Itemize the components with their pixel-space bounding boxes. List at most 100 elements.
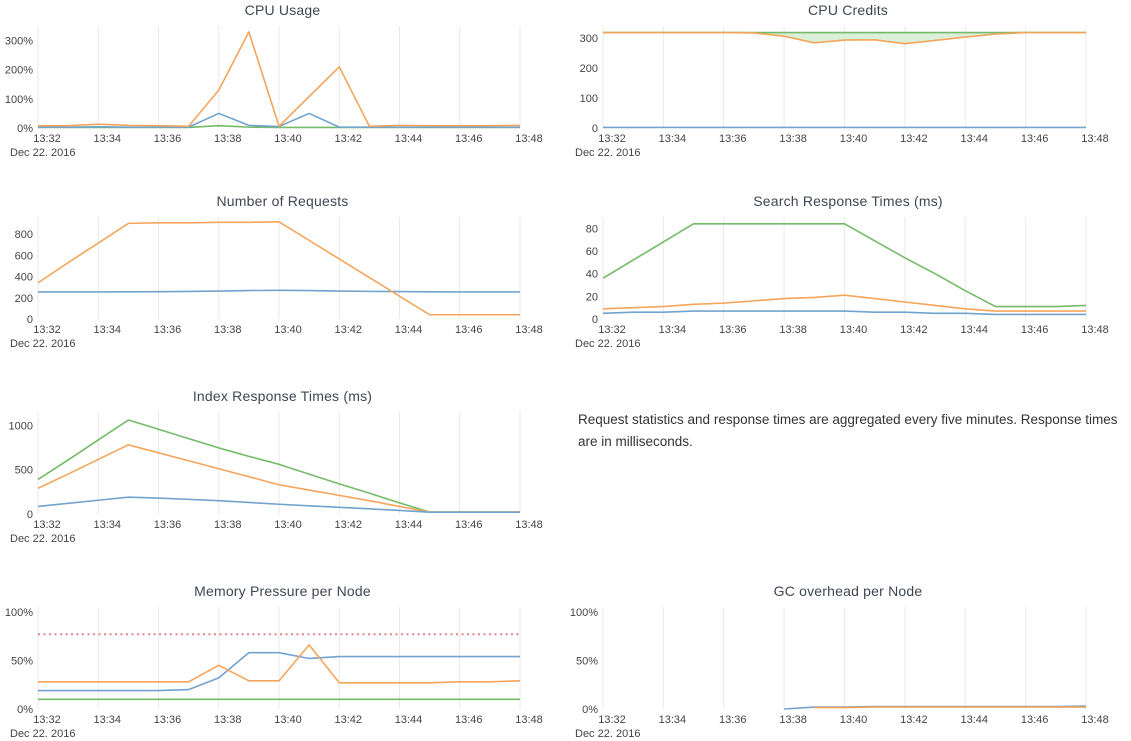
svg-text:13:34: 13:34 <box>659 133 687 145</box>
svg-text:Dec 22. 2016: Dec 22. 2016 <box>10 147 75 159</box>
chart-title: Number of Requests <box>216 193 349 209</box>
svg-text:13:46: 13:46 <box>1021 324 1049 336</box>
svg-text:13:38: 13:38 <box>214 519 242 531</box>
svg-text:400: 400 <box>15 272 33 284</box>
cpu-credits-plot: 0 100 200 300 13:32 13:34 13:36 13:38 13:40 13:42… <box>575 26 1109 159</box>
svg-text:13:38: 13:38 <box>779 133 807 145</box>
chart-memory-pressure-per-node: Memory Pressure per Node 0% 50% 100% 13:32 1… <box>0 581 565 741</box>
svg-text:13:34: 13:34 <box>659 714 687 726</box>
svg-text:13:48: 13:48 <box>515 324 543 336</box>
chart-cpu-credits: CPU Credits 0 100 200 300 13:32 13:34 13:36 13:… <box>565 0 1131 160</box>
svg-text:100%: 100% <box>5 607 33 619</box>
svg-text:13:40: 13:40 <box>274 519 302 531</box>
svg-text:300%: 300% <box>5 36 33 48</box>
svg-text:13:36: 13:36 <box>719 324 747 336</box>
svg-text:13:48: 13:48 <box>515 133 543 145</box>
svg-text:13:34: 13:34 <box>93 714 121 726</box>
svg-text:60: 60 <box>586 246 598 258</box>
aggregation-note: Request statistics and response times ar… <box>578 412 1118 450</box>
svg-text:Dec 22. 2016: Dec 22. 2016 <box>10 728 75 740</box>
gc-overhead-plot: 0% 50% 100% 13:32 13:34 13:36 13:38 13:40 13:42 1… <box>570 607 1109 740</box>
svg-text:13:44: 13:44 <box>395 324 423 336</box>
svg-text:100%: 100% <box>5 94 33 106</box>
svg-text:13:32: 13:32 <box>33 324 61 336</box>
svg-text:13:36: 13:36 <box>154 133 182 145</box>
svg-text:0: 0 <box>27 314 33 326</box>
svg-text:Dec 22. 2016: Dec 22. 2016 <box>575 147 640 159</box>
svg-text:13:46: 13:46 <box>1021 714 1049 726</box>
svg-text:13:32: 13:32 <box>598 133 626 145</box>
svg-text:13:38: 13:38 <box>214 714 242 726</box>
chart-number-of-requests: Number of Requests 0 200 400 600 800 13:32 13:… <box>0 191 565 351</box>
chart-index-response-times: Index Response Times (ms) 0 500 1000 13:32 1… <box>0 386 565 546</box>
svg-text:50%: 50% <box>11 655 33 667</box>
svg-text:13:36: 13:36 <box>154 714 182 726</box>
svg-text:13:32: 13:32 <box>33 133 61 145</box>
svg-text:0%: 0% <box>582 704 598 716</box>
cpu-usage-plot: 0% 100% 200% 300% 13:32 13:34 13:36 13:38 13:40 1… <box>5 26 543 159</box>
svg-text:13:44: 13:44 <box>395 714 423 726</box>
svg-text:13:48: 13:48 <box>515 519 543 531</box>
svg-text:13:44: 13:44 <box>395 133 423 145</box>
svg-text:200: 200 <box>580 63 598 75</box>
svg-text:13:38: 13:38 <box>779 324 807 336</box>
svg-text:13:42: 13:42 <box>334 714 362 726</box>
svg-text:13:32: 13:32 <box>33 519 61 531</box>
svg-text:13:42: 13:42 <box>334 324 362 336</box>
svg-text:1000: 1000 <box>9 420 33 432</box>
svg-text:200%: 200% <box>5 65 33 77</box>
svg-text:Dec 22. 2016: Dec 22. 2016 <box>575 728 640 740</box>
svg-text:40: 40 <box>586 269 598 281</box>
svg-text:13:40: 13:40 <box>840 324 868 336</box>
svg-text:13:32: 13:32 <box>598 324 626 336</box>
svg-text:13:36: 13:36 <box>154 519 182 531</box>
svg-text:0%: 0% <box>17 123 33 135</box>
svg-text:13:42: 13:42 <box>900 714 928 726</box>
svg-text:0%: 0% <box>17 704 33 716</box>
svg-text:13:42: 13:42 <box>334 519 362 531</box>
svg-text:300: 300 <box>580 33 598 45</box>
svg-text:200: 200 <box>15 293 33 305</box>
svg-text:13:42: 13:42 <box>334 133 362 145</box>
svg-text:13:40: 13:40 <box>274 714 302 726</box>
svg-text:0: 0 <box>27 509 33 521</box>
chart-title: Search Response Times (ms) <box>753 193 943 209</box>
svg-text:13:34: 13:34 <box>93 519 121 531</box>
svg-text:13:44: 13:44 <box>395 519 423 531</box>
svg-text:13:42: 13:42 <box>900 133 928 145</box>
svg-text:13:32: 13:32 <box>33 714 61 726</box>
svg-text:13:34: 13:34 <box>93 324 121 336</box>
search-response-times-plot: 0 20 40 60 80 13:32 13:34 13:36 13:38 13:40 13:42 1… <box>575 217 1109 350</box>
svg-text:13:34: 13:34 <box>659 324 687 336</box>
svg-text:13:44: 13:44 <box>960 133 988 145</box>
chart-title: GC overhead per Node <box>773 583 923 599</box>
number-of-requests-plot: 0 200 400 600 800 13:32 13:34 13:36 13:38 13:40 13… <box>10 217 543 350</box>
chart-title: CPU Usage <box>244 2 321 18</box>
svg-text:Dec 22. 2016: Dec 22. 2016 <box>10 338 75 350</box>
svg-text:13:38: 13:38 <box>214 133 242 145</box>
svg-text:13:40: 13:40 <box>274 324 302 336</box>
svg-text:13:48: 13:48 <box>1081 133 1109 145</box>
svg-text:13:40: 13:40 <box>840 714 868 726</box>
svg-text:13:36: 13:36 <box>719 133 747 145</box>
chart-gc-overhead-per-node: GC overhead per Node 0% 50% 100% 13:32 13:34… <box>565 581 1131 741</box>
chart-title: Memory Pressure per Node <box>194 583 371 599</box>
svg-text:50%: 50% <box>576 655 598 667</box>
index-response-times-plot: 0 500 1000 13:32 13:34 13:36 13:38 13:40 13:42 13… <box>9 412 543 545</box>
chart-title: Index Response Times (ms) <box>192 388 373 404</box>
svg-text:Dec 22. 2016: Dec 22. 2016 <box>10 533 75 545</box>
chart-title: CPU Credits <box>808 2 888 18</box>
svg-text:0: 0 <box>592 123 598 135</box>
svg-text:0: 0 <box>592 314 598 326</box>
svg-text:13:38: 13:38 <box>214 324 242 336</box>
memory-pressure-plot: 0% 50% 100% 13:32 13:34 13:36 13:38 13:40 13:42 1… <box>5 607 543 740</box>
svg-text:Dec 22. 2016: Dec 22. 2016 <box>575 338 640 350</box>
svg-text:13:34: 13:34 <box>93 133 121 145</box>
svg-text:13:46: 13:46 <box>455 324 483 336</box>
chart-search-response-times: Search Response Times (ms) 0 20 40 60 80 13:3… <box>565 191 1131 351</box>
svg-text:800: 800 <box>15 229 33 241</box>
svg-text:13:48: 13:48 <box>515 714 543 726</box>
svg-text:100%: 100% <box>570 607 598 619</box>
svg-text:13:46: 13:46 <box>455 519 483 531</box>
svg-text:13:38: 13:38 <box>779 714 807 726</box>
